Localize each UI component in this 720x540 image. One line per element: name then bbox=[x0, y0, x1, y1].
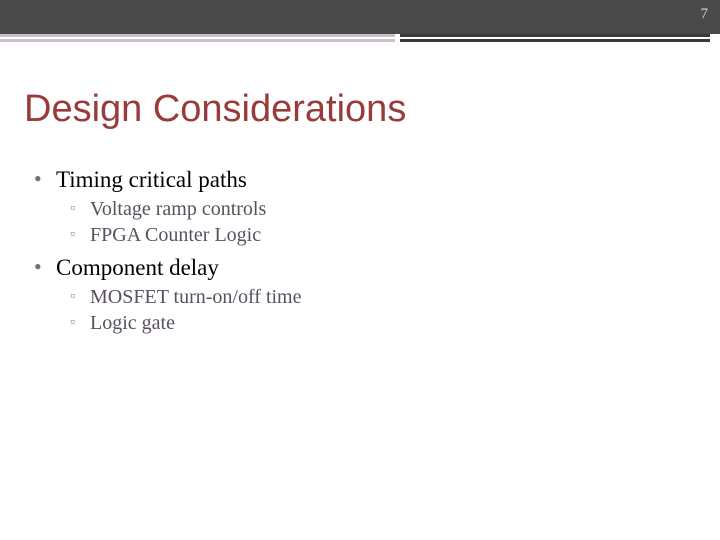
sub-text: FPGA Counter Logic bbox=[90, 223, 261, 248]
sub-mark: ▫ bbox=[70, 311, 90, 332]
header-bar: 7 bbox=[0, 0, 720, 34]
page-number: 7 bbox=[701, 6, 709, 23]
sub-mark: ▫ bbox=[70, 197, 90, 218]
bullet-item: • Timing critical paths bbox=[34, 166, 674, 195]
sub-mark: ▫ bbox=[70, 285, 90, 306]
sub-text: MOSFET turn-on/off time bbox=[90, 285, 301, 310]
content-area: • Timing critical paths ▫ Voltage ramp c… bbox=[34, 166, 674, 342]
sub-item: ▫ FPGA Counter Logic bbox=[70, 223, 674, 248]
slide-title: Design Considerations bbox=[24, 88, 406, 131]
accent-divider bbox=[0, 34, 720, 48]
sub-text: Voltage ramp controls bbox=[90, 197, 266, 222]
bullet-item: • Component delay bbox=[34, 254, 674, 283]
sub-item: ▫ Voltage ramp controls bbox=[70, 197, 674, 222]
bullet-mark: • bbox=[34, 166, 56, 192]
sub-list: ▫ MOSFET turn-on/off time ▫ Logic gate bbox=[70, 285, 674, 336]
bullet-text: Timing critical paths bbox=[56, 166, 247, 195]
sub-item: ▫ MOSFET turn-on/off time bbox=[70, 285, 674, 310]
sub-mark: ▫ bbox=[70, 223, 90, 244]
bullet-text: Component delay bbox=[56, 254, 219, 283]
sub-text: Logic gate bbox=[90, 311, 175, 336]
sub-list: ▫ Voltage ramp controls ▫ FPGA Counter L… bbox=[70, 197, 674, 248]
bullet-mark: • bbox=[34, 254, 56, 280]
sub-item: ▫ Logic gate bbox=[70, 311, 674, 336]
